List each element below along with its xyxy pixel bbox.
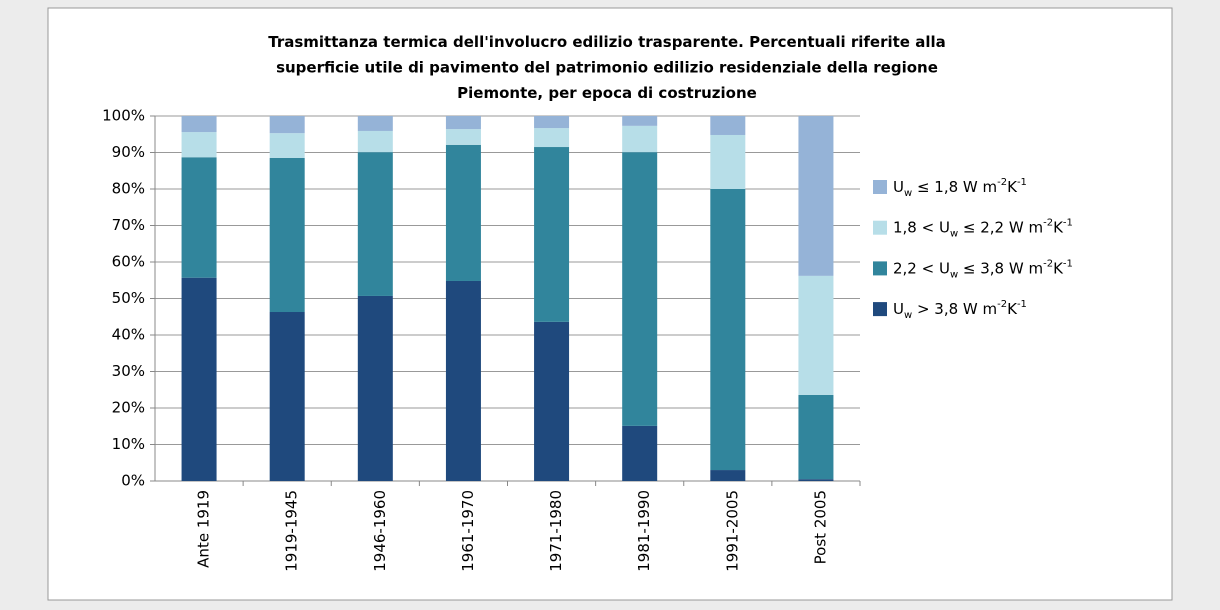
bar-segment	[357, 130, 393, 153]
bar-segment	[534, 321, 570, 481]
y-tick-label: 40%	[112, 326, 145, 344]
bar-segment	[269, 133, 305, 158]
bar-segment	[534, 116, 570, 129]
y-tick-label: 70%	[112, 216, 145, 234]
x-tick-label: 1946-1960	[371, 490, 389, 572]
bar-segment	[710, 134, 746, 189]
bar-segment	[357, 116, 393, 131]
bar-segment	[622, 116, 658, 126]
bar-segment	[798, 116, 834, 276]
bar-segment	[798, 479, 834, 481]
y-tick-label: 0%	[121, 472, 145, 490]
bar-segment	[798, 394, 834, 480]
y-tick-label: 100%	[102, 107, 145, 125]
chart-title: Trasmittanza termica dell'involucro edil…	[268, 33, 945, 102]
bar-segment	[181, 157, 217, 278]
legend-swatch	[873, 302, 887, 317]
bar-segment	[534, 147, 570, 322]
bar-segment	[710, 470, 746, 481]
bar-segment	[622, 125, 658, 153]
bar-segment	[269, 312, 305, 481]
bar-segment	[269, 116, 305, 134]
legend-swatch	[873, 261, 887, 276]
y-tick-label: 30%	[112, 362, 145, 380]
x-tick-label: 1919-1945	[283, 490, 301, 572]
bar-segment	[445, 144, 481, 281]
y-tick-label: 20%	[112, 399, 145, 417]
legend-label: 2,2 < Uw ≤ 3,8 W m-2K-1	[893, 258, 1073, 280]
bar-segment	[181, 116, 217, 133]
bar-segment	[445, 116, 481, 130]
bar-segment	[534, 128, 570, 148]
y-tick-label: 60%	[112, 253, 145, 271]
legend-swatch	[873, 180, 887, 194]
y-tick-label: 90%	[112, 143, 145, 161]
bar-segment	[181, 277, 217, 481]
x-tick-label: 1981-1990	[635, 490, 653, 572]
bar-segment	[445, 129, 481, 145]
x-tick-label: Ante 1919	[195, 490, 213, 568]
y-tick-label: 80%	[112, 180, 145, 198]
legend-label: 1,8 < Uw ≤ 2,2 W m-2K-1	[893, 217, 1073, 239]
legend-label: Uw > 3,8 W m-2K-1	[893, 299, 1027, 321]
x-tick-label: 1991-2005	[723, 490, 741, 572]
y-tick-label: 50%	[112, 289, 145, 307]
bar-segment	[357, 152, 393, 296]
x-tick-label: Post 2005	[811, 490, 829, 564]
bar-segment	[710, 116, 746, 135]
legend-label: Uw ≤ 1,8 W m-2K-1	[893, 177, 1027, 199]
bar-segment	[445, 280, 481, 481]
bar-segment	[622, 425, 658, 481]
x-tick-label: 1961-1970	[459, 490, 477, 572]
chart-frame	[47, 7, 1173, 601]
legend-swatch	[873, 220, 887, 235]
bar-segment	[798, 275, 834, 395]
x-tick-label: 1971-1980	[547, 490, 565, 572]
bar-segment	[357, 295, 393, 481]
bar-segment	[181, 132, 217, 158]
bar-segment	[710, 189, 746, 471]
y-tick-label: 10%	[112, 435, 145, 453]
bar-segment	[622, 152, 658, 426]
bar-segment	[269, 157, 305, 313]
